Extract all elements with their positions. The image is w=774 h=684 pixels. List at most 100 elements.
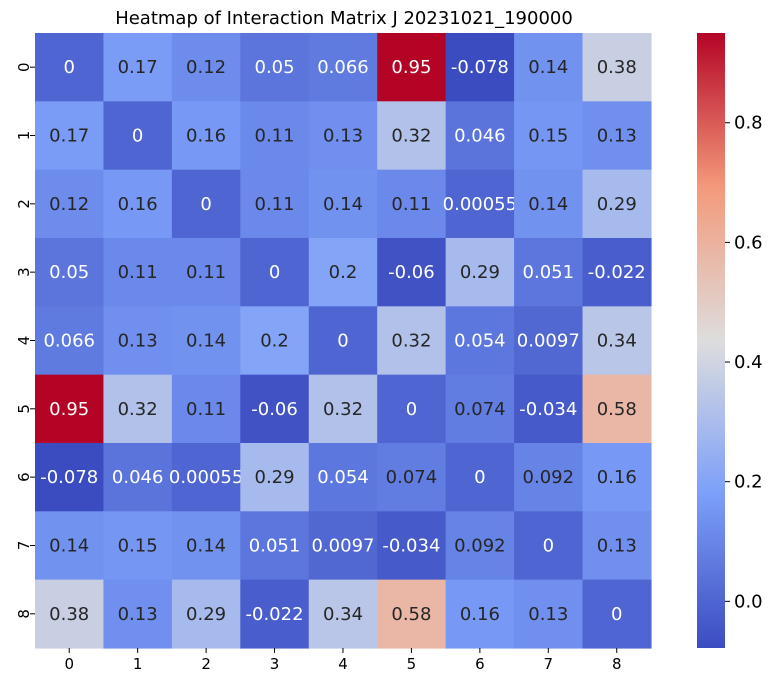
- cell-label: 0.066: [317, 57, 369, 78]
- heatmap-cell: [377, 511, 447, 581]
- heatmap-cell: [171, 374, 241, 444]
- heatmap-cell: [377, 169, 447, 239]
- x-tick-label: 5: [407, 655, 417, 673]
- cell-label: 0.13: [597, 535, 637, 556]
- heatmap-cell: [445, 237, 515, 307]
- heatmap-cell: [377, 237, 447, 307]
- cell-label: 0.58: [391, 604, 431, 625]
- heatmap-cell: [514, 374, 584, 444]
- cell-label: -0.078: [40, 467, 98, 488]
- heatmap-cell: [514, 579, 584, 649]
- heatmap-cell: [240, 101, 310, 171]
- heatmap-cell: [171, 169, 241, 239]
- heatmap-cell: [445, 579, 515, 649]
- y-tick-label: 0: [15, 62, 33, 72]
- cell-label: 0.16: [118, 194, 158, 215]
- cell-label: 0.051: [249, 535, 301, 556]
- cell-label: 0.0097: [311, 535, 374, 556]
- colorbar: [697, 33, 725, 648]
- heatmap-cell: [377, 306, 447, 376]
- heatmap-cell: [103, 579, 173, 649]
- cell-label: 0.11: [118, 262, 158, 283]
- cell-label: 0.046: [454, 125, 506, 146]
- x-tick-label: 2: [201, 655, 211, 673]
- cell-label: 0.11: [186, 262, 226, 283]
- heatmap-cell: [103, 306, 173, 376]
- colorbar-tick-label: 0.6: [734, 232, 763, 253]
- heatmap-cell: [582, 237, 652, 307]
- heatmap-cell: [171, 511, 241, 581]
- heatmap-cell: [171, 237, 241, 307]
- y-tick-label: 7: [15, 541, 33, 551]
- cell-label: 0: [200, 194, 211, 215]
- cell-label: -0.078: [451, 57, 509, 78]
- heatmap-cell: [308, 306, 378, 376]
- cell-label: -0.022: [588, 262, 646, 283]
- cell-label: -0.06: [388, 262, 435, 283]
- heatmap-cell: [35, 101, 105, 171]
- y-tick-label: 2: [15, 199, 33, 209]
- cell-label: 0.14: [323, 194, 363, 215]
- cell-label: 0.0097: [517, 330, 580, 351]
- x-tick-label: 3: [270, 655, 280, 673]
- heatmap-cell: [445, 33, 515, 102]
- heatmap-cell: [103, 33, 173, 102]
- cell-label: 0.32: [391, 125, 431, 146]
- cell-label: 0.13: [597, 125, 637, 146]
- heatmap-cell: [445, 169, 515, 239]
- cell-label: 0.11: [255, 194, 295, 215]
- cell-label: 0.092: [523, 467, 575, 488]
- cell-label: 0.16: [597, 467, 637, 488]
- heatmap-cell: [445, 374, 515, 444]
- heatmap-cell: [308, 374, 378, 444]
- cell-label: 0.05: [255, 57, 295, 78]
- cell-label: 0.95: [49, 399, 89, 420]
- cell-label: 0.17: [49, 125, 89, 146]
- cell-label: 0.054: [317, 467, 369, 488]
- cell-label: 0.95: [391, 57, 431, 78]
- cell-label: -0.034: [382, 535, 440, 556]
- cell-label: 0: [406, 399, 417, 420]
- cell-label: 0.14: [186, 535, 226, 556]
- heatmap-cell: [514, 306, 584, 376]
- cell-label: 0.14: [528, 57, 568, 78]
- x-axis: 0 1 2 3 4 5 6 7 8: [64, 647, 622, 673]
- heatmap-cell: [240, 169, 310, 239]
- x-tick-label: 4: [338, 655, 348, 673]
- heatmap-cell: [582, 511, 652, 581]
- heatmap-cell: [514, 169, 584, 239]
- heatmap-cell: [582, 169, 652, 239]
- y-tick-label: 5: [15, 404, 33, 414]
- heatmap-cell: [308, 101, 378, 171]
- cell-label: 0.15: [118, 535, 158, 556]
- cell-label: 0.092: [454, 535, 506, 556]
- cell-label: 0.29: [186, 604, 226, 625]
- cell-label: 0.17: [118, 57, 158, 78]
- heatmap-cell: [35, 511, 105, 581]
- y-tick-label: 6: [15, 472, 33, 482]
- cell-label: 0.066: [43, 330, 95, 351]
- heatmap-cell: [35, 306, 105, 376]
- cell-label: 0.14: [49, 535, 89, 556]
- cell-label: 0.074: [454, 399, 506, 420]
- heatmap-cell: [445, 101, 515, 171]
- cell-label: 0.13: [118, 604, 158, 625]
- heatmap-cell: [308, 33, 378, 102]
- heatmap-cell: [35, 442, 105, 512]
- heatmap-cell: [308, 442, 378, 512]
- colorbar-tick-label: 0.4: [734, 352, 763, 373]
- heatmap-cell: [582, 442, 652, 512]
- heatmap-cell: [35, 237, 105, 307]
- y-tick-label: 1: [15, 131, 33, 141]
- heatmap-cell: [582, 101, 652, 171]
- cell-label: 0: [611, 604, 622, 625]
- x-tick-label: 1: [133, 655, 143, 673]
- cell-label: 0.29: [597, 194, 637, 215]
- heatmap-cell: [514, 442, 584, 512]
- heatmap-cell: [514, 101, 584, 171]
- cell-label: 0: [132, 125, 143, 146]
- cell-label: 0: [543, 535, 554, 556]
- heatmap-cell: [445, 306, 515, 376]
- cell-label: 0.15: [528, 125, 568, 146]
